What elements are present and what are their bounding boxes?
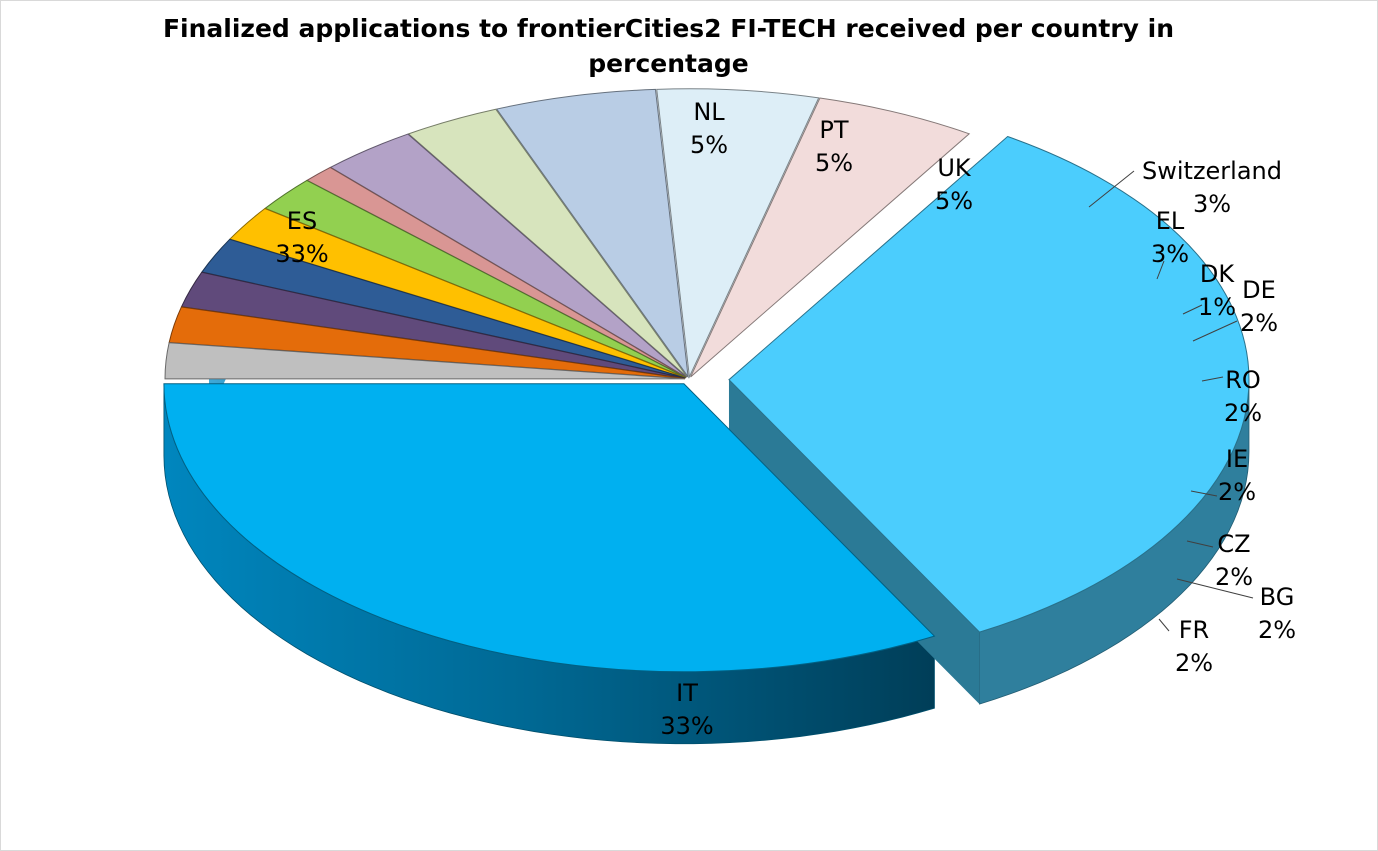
- data-label-nl: NL 5%: [690, 98, 728, 159]
- data-label-value: 2%: [1175, 649, 1213, 677]
- data-label-category: PT: [819, 116, 848, 144]
- data-label-value: 5%: [815, 149, 853, 177]
- leader-line-de: [1192, 320, 1238, 342]
- data-label-value: 33%: [660, 712, 713, 740]
- data-label-value: 3%: [1193, 190, 1231, 218]
- data-label-category: FR: [1179, 616, 1209, 644]
- data-label-category: NL: [693, 98, 725, 126]
- data-label-category: Switzerland: [1142, 157, 1282, 185]
- data-label-dk: DK 1%: [1198, 260, 1236, 321]
- data-label-it: IT 33%: [660, 679, 713, 740]
- leader-line-cz: [1186, 540, 1214, 548]
- leader-line-fr: [1158, 618, 1170, 632]
- data-label-value: 3%: [1151, 240, 1189, 268]
- chart-title: Finalized applications to frontierCities…: [162, 14, 1175, 78]
- data-label-value: 5%: [935, 187, 973, 215]
- data-label-category: IT: [676, 679, 698, 707]
- data-label-fr: FR 2%: [1175, 616, 1213, 677]
- leader-line-el: [1156, 260, 1165, 280]
- data-label-category: DK: [1200, 260, 1235, 288]
- pie-slice-it: [163, 383, 936, 673]
- pie-slice-es: [728, 135, 1250, 633]
- data-label-value: 2%: [1258, 616, 1296, 644]
- data-label-value: 5%: [690, 131, 728, 159]
- leader-line-ie: [1190, 490, 1218, 497]
- data-label-switzerland: Switzerland 3%: [1142, 157, 1282, 218]
- data-label-uk: UK 5%: [935, 154, 973, 215]
- data-label-category: CZ: [1217, 530, 1250, 558]
- data-label-value: 33%: [275, 240, 328, 268]
- data-label-value: 2%: [1224, 399, 1262, 427]
- data-label-value: 2%: [1218, 478, 1256, 506]
- data-label-de: DE 2%: [1240, 276, 1278, 337]
- data-label-category: IE: [1226, 445, 1248, 473]
- pie-slice-switzerland: [407, 108, 688, 378]
- data-label-category: DE: [1242, 276, 1276, 304]
- data-label-category: RO: [1225, 366, 1261, 394]
- data-label-ro: RO 2%: [1224, 366, 1262, 427]
- data-label-value: 2%: [1240, 309, 1278, 337]
- pie-slice-pt: [656, 88, 820, 379]
- pie-slice-bg: [164, 342, 686, 380]
- data-label-category: EL: [1156, 207, 1185, 235]
- data-label-value: 1%: [1198, 293, 1236, 321]
- data-label-ie: IE 2%: [1218, 445, 1256, 506]
- data-label-bg: BG 2%: [1258, 583, 1296, 644]
- leader-line-bg: [1176, 578, 1254, 599]
- data-label-el: EL 3%: [1151, 207, 1189, 268]
- data-label-category: UK: [937, 154, 972, 182]
- data-label-pt: PT 5%: [815, 116, 853, 177]
- leader-line-dk: [1182, 304, 1203, 315]
- leader-line-ro: [1201, 376, 1224, 382]
- data-label-value: 2%: [1215, 563, 1253, 591]
- data-label-category: BG: [1260, 583, 1295, 611]
- pie-slice-uk: [495, 88, 689, 379]
- pie-slice-nl: [690, 97, 971, 378]
- leader-line-switzerland: [1088, 170, 1135, 208]
- data-label-es: ES 33%: [275, 207, 328, 268]
- data-label-cz: CZ 2%: [1215, 530, 1253, 591]
- data-label-category: ES: [287, 207, 317, 235]
